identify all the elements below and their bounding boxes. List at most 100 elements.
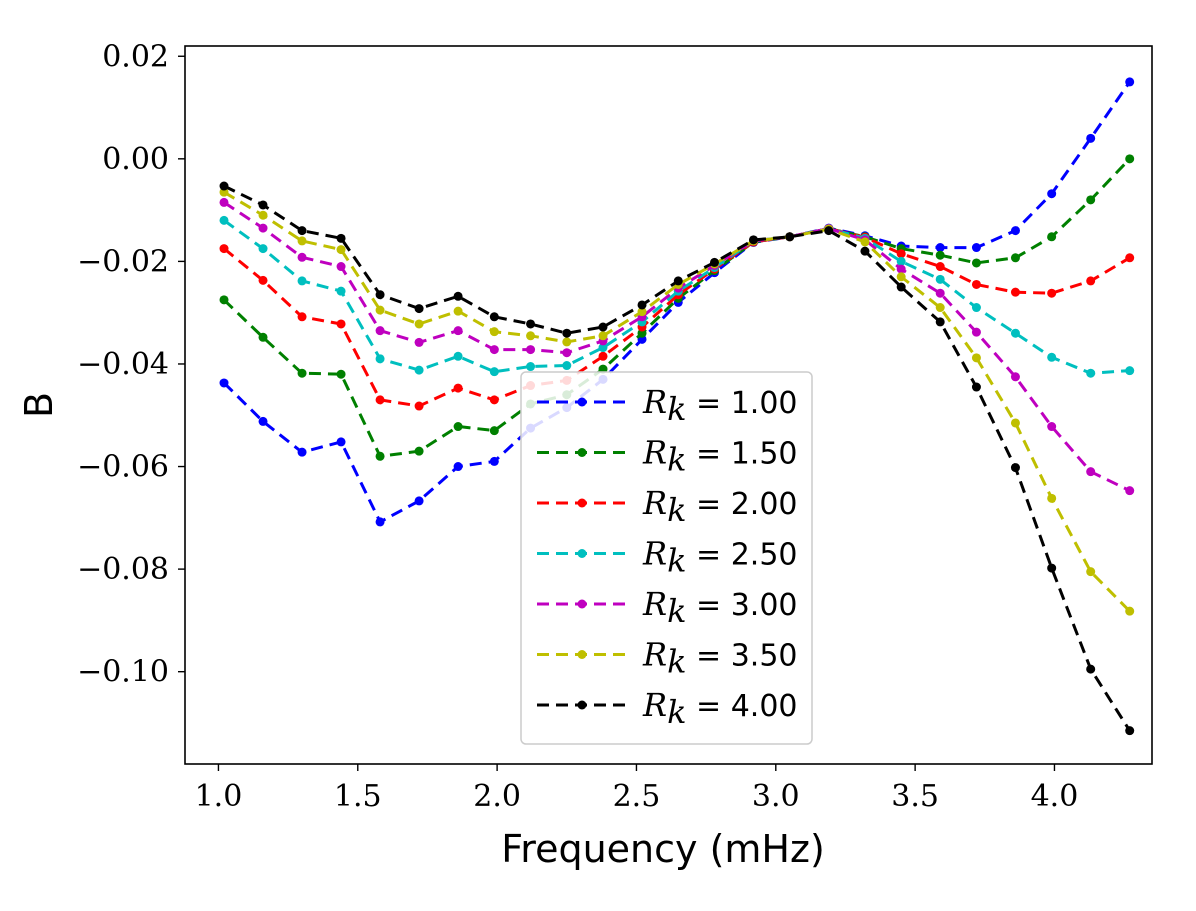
data-point xyxy=(1086,567,1096,577)
series-layer xyxy=(219,77,1135,736)
data-point xyxy=(414,304,424,314)
legend-item: Rk = 3.50 xyxy=(537,636,798,681)
data-point xyxy=(258,210,268,220)
data-point xyxy=(489,395,499,405)
data-point xyxy=(971,353,981,363)
legend-value: = 4.00 xyxy=(686,689,797,724)
data-point xyxy=(598,331,608,341)
data-point xyxy=(709,257,719,267)
legend-label: Rk = 1.50 xyxy=(642,434,798,479)
data-point xyxy=(1010,418,1020,428)
data-point xyxy=(935,274,945,284)
data-point xyxy=(258,200,268,210)
data-point xyxy=(414,496,424,506)
data-point xyxy=(258,275,268,285)
data-point xyxy=(453,351,463,361)
legend-swatch-marker xyxy=(577,549,587,558)
data-point xyxy=(598,322,608,332)
x-tick-label: 3.5 xyxy=(891,779,939,814)
data-point xyxy=(297,276,307,286)
data-point xyxy=(375,451,385,461)
data-point xyxy=(219,378,229,388)
data-point xyxy=(1086,276,1096,286)
legend-symbol: R xyxy=(642,484,667,522)
data-point xyxy=(489,367,499,377)
data-point xyxy=(1010,226,1020,236)
data-point xyxy=(297,236,307,246)
data-point xyxy=(258,223,268,233)
data-point xyxy=(971,327,981,337)
data-point xyxy=(896,256,906,266)
data-point xyxy=(562,361,572,371)
data-point xyxy=(896,249,906,259)
legend-subscript: k xyxy=(667,491,686,529)
data-point xyxy=(1125,606,1135,616)
data-point xyxy=(489,456,499,466)
data-point xyxy=(1047,352,1057,362)
data-point xyxy=(453,422,463,432)
legend-swatch-marker xyxy=(577,599,587,609)
legend-subscript: k xyxy=(667,592,686,630)
y-tick-label: −0.04 xyxy=(77,347,169,382)
data-point xyxy=(935,262,945,272)
legend-swatch-marker xyxy=(577,700,587,710)
data-point xyxy=(414,446,424,456)
data-point xyxy=(336,319,346,329)
data-point xyxy=(971,279,981,289)
data-point xyxy=(1086,195,1096,205)
data-point xyxy=(1086,368,1096,378)
data-point xyxy=(971,243,981,253)
data-point xyxy=(375,354,385,364)
series-2.50 xyxy=(219,215,1135,378)
data-point xyxy=(453,326,463,336)
data-point xyxy=(375,395,385,405)
data-point xyxy=(1086,133,1096,143)
data-point xyxy=(414,365,424,375)
data-point xyxy=(1086,467,1096,477)
data-point xyxy=(1125,366,1135,376)
legend-symbol: R xyxy=(642,686,667,724)
data-point xyxy=(297,312,307,322)
legend-symbol: R xyxy=(642,636,667,674)
data-point xyxy=(375,326,385,336)
legend-swatch-marker xyxy=(577,397,587,407)
data-point xyxy=(489,426,499,436)
data-point xyxy=(1010,463,1020,473)
legend-subscript: k xyxy=(667,693,686,731)
data-point xyxy=(562,328,572,338)
x-axis-label: Frequency (mHz) xyxy=(501,827,825,871)
data-point xyxy=(219,244,229,254)
data-point xyxy=(336,233,346,243)
data-point xyxy=(637,328,647,338)
data-point xyxy=(526,331,536,341)
x-tick-label: 1.0 xyxy=(195,779,243,814)
data-point xyxy=(219,197,229,207)
y-tick-label: 0.00 xyxy=(102,142,169,177)
data-point xyxy=(1125,726,1135,736)
legend-swatch-marker xyxy=(577,448,587,457)
data-point xyxy=(1047,563,1057,573)
data-point xyxy=(258,416,268,426)
data-point xyxy=(896,282,906,292)
legend-label: Rk = 3.50 xyxy=(642,636,798,681)
legend-item: Rk = 1.50 xyxy=(537,434,798,479)
data-point xyxy=(414,337,424,347)
legend-value: = 3.00 xyxy=(686,588,797,623)
data-point xyxy=(935,317,945,327)
data-point xyxy=(598,343,608,353)
data-point xyxy=(297,447,307,457)
legend-value: = 2.50 xyxy=(686,538,797,573)
y-tick-label: −0.10 xyxy=(77,655,169,690)
data-point xyxy=(219,295,229,305)
legend-item: Rk = 3.00 xyxy=(537,585,798,630)
data-point xyxy=(453,462,463,472)
data-point xyxy=(526,362,536,372)
legend-item: Rk = 4.00 xyxy=(537,686,798,731)
data-point xyxy=(1047,232,1057,242)
data-point xyxy=(896,272,906,282)
legend-value: = 1.50 xyxy=(686,437,797,472)
data-point xyxy=(971,303,981,313)
legend-symbol: R xyxy=(642,434,667,472)
data-point xyxy=(336,369,346,379)
data-point xyxy=(1047,422,1057,432)
